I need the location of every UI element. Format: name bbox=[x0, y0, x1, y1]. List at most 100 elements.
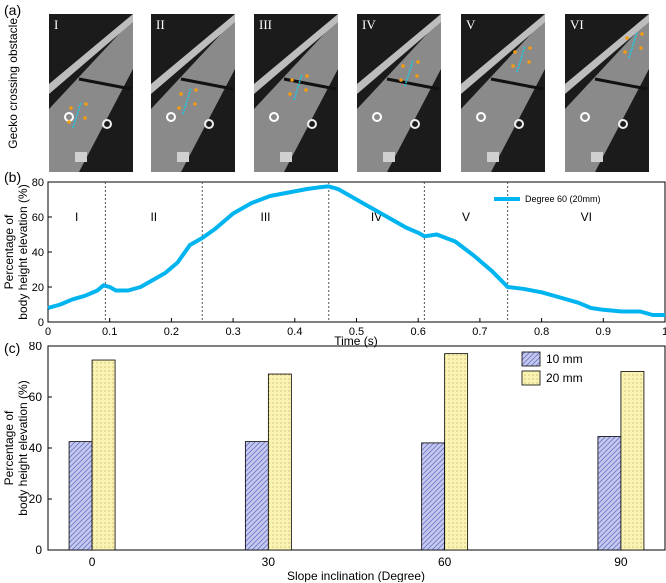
gecko-foot-marker bbox=[640, 32, 644, 36]
x-tick-label: 0.6 bbox=[411, 326, 426, 338]
gecko-foot-marker bbox=[290, 78, 294, 82]
phase-label: III bbox=[260, 210, 270, 224]
slope-surface bbox=[151, 19, 235, 172]
bar-20mm bbox=[444, 353, 469, 551]
gecko-foot-marker bbox=[513, 50, 517, 54]
gecko-spine-trace bbox=[628, 31, 638, 59]
x-tick-label: 0 bbox=[89, 555, 96, 569]
slope-edge bbox=[254, 14, 338, 94]
x-axis-label: Slope inclination (Degree) bbox=[287, 569, 425, 582]
slope-edge bbox=[357, 14, 441, 94]
gecko-foot-marker bbox=[415, 74, 419, 78]
bar-20mm bbox=[267, 373, 292, 551]
gecko-foot-marker bbox=[527, 60, 531, 64]
x-tick-label: 30 bbox=[262, 555, 276, 569]
y-tick-label: 60 bbox=[32, 212, 44, 224]
photo-frame: III bbox=[254, 14, 338, 172]
phase-label: II bbox=[150, 210, 157, 224]
legend-swatch bbox=[521, 370, 541, 386]
panel-a-side-label: Gecko crossing obstacle bbox=[6, 18, 20, 149]
gecko-spine-trace bbox=[404, 59, 414, 87]
marker-ring bbox=[618, 119, 628, 129]
photo-frame: V bbox=[461, 14, 545, 172]
slope-surface bbox=[565, 19, 649, 172]
x-tick-label: 0.1 bbox=[102, 326, 117, 338]
gecko-foot-marker bbox=[194, 88, 198, 92]
legend-label: 10 mm bbox=[546, 352, 583, 366]
gecko-foot-marker bbox=[528, 46, 532, 50]
bar-chart: 0 20 40 60 80 0 30 60 90 10 mm 20 mm Slope inclinat… bbox=[2, 342, 666, 582]
x-tick-label: 0.9 bbox=[596, 326, 611, 338]
panel-c-label: (c) bbox=[4, 340, 21, 356]
slope-surface bbox=[49, 19, 133, 172]
marker-ring bbox=[166, 112, 176, 122]
gecko-foot-marker bbox=[193, 102, 197, 106]
x-tick-label: 90 bbox=[614, 555, 628, 569]
y-tick-label: 40 bbox=[29, 441, 43, 455]
photo-scene bbox=[461, 14, 545, 172]
phase-label: VI bbox=[581, 210, 592, 224]
frame-label: I bbox=[54, 17, 59, 32]
y-axis-label: Percentage ofbody height elevation (%) bbox=[2, 380, 30, 515]
bar-20mm bbox=[620, 371, 645, 551]
x-tick-label: 1 bbox=[662, 326, 666, 338]
photo-scene bbox=[565, 14, 649, 172]
bar-10mm bbox=[597, 436, 622, 551]
x-tick-label: 0.4 bbox=[287, 326, 302, 338]
marker-block bbox=[591, 152, 603, 162]
x-tick-label: 60 bbox=[438, 555, 452, 569]
gecko-foot-marker bbox=[639, 46, 643, 50]
photo-scene bbox=[254, 14, 338, 172]
x-tick-label: 0 bbox=[45, 326, 51, 338]
gecko-foot-marker bbox=[304, 88, 308, 92]
legend-label: Degree 60 (20mm) bbox=[525, 194, 601, 204]
slope-surface bbox=[461, 19, 545, 172]
obstacle-bar bbox=[490, 77, 544, 91]
bar-10mm bbox=[421, 442, 446, 551]
x-tick-label: 0.2 bbox=[164, 326, 179, 338]
gecko-foot-marker bbox=[416, 60, 420, 64]
marker-ring bbox=[307, 119, 317, 129]
marker-block bbox=[177, 152, 189, 162]
gecko-foot-marker bbox=[69, 106, 73, 110]
slope-edge bbox=[461, 14, 545, 94]
photo-scene bbox=[357, 14, 441, 172]
y-tick-label: 60 bbox=[29, 390, 43, 404]
marker-ring bbox=[372, 112, 382, 122]
x-tick-label: 0.7 bbox=[472, 326, 487, 338]
y-tick-label: 0 bbox=[35, 543, 42, 557]
y-axis-label-line: body height elevation (%) bbox=[16, 380, 30, 515]
photo-frame: VI bbox=[565, 14, 649, 172]
marker-ring bbox=[269, 112, 279, 122]
x-tick-label: 0.8 bbox=[534, 326, 549, 338]
obstacle-bar bbox=[594, 77, 648, 91]
x-axis-label: Time (s) bbox=[334, 334, 378, 348]
photo-scene bbox=[151, 14, 235, 172]
frame-label: V bbox=[466, 17, 476, 32]
frame-label: VI bbox=[570, 17, 584, 32]
slope-edge bbox=[151, 14, 235, 94]
gecko-spine-trace bbox=[293, 73, 303, 101]
slope-edge bbox=[565, 14, 649, 94]
x-tick-label: 0.5 bbox=[349, 326, 364, 338]
y-axis-label: Percentage ofbody height elevation (%) bbox=[2, 184, 30, 319]
gecko-spine-trace bbox=[182, 87, 192, 115]
marker-block bbox=[280, 152, 292, 162]
marker-block bbox=[75, 152, 87, 162]
bar-10mm bbox=[68, 441, 93, 551]
bar-20mm bbox=[91, 359, 116, 551]
marker-block bbox=[383, 152, 395, 162]
marker-ring bbox=[580, 112, 590, 122]
panel-a-label: (a) bbox=[4, 2, 22, 18]
y-axis-label-line: body height elevation (%) bbox=[16, 184, 30, 319]
gecko-foot-marker bbox=[305, 74, 309, 78]
y-tick-label: 20 bbox=[29, 492, 43, 506]
gecko-foot-marker bbox=[625, 36, 629, 40]
slope-surface bbox=[357, 19, 441, 172]
y-tick-label: 20 bbox=[32, 282, 44, 294]
legend-swatch bbox=[521, 351, 541, 367]
phase-label: V bbox=[462, 210, 470, 224]
gecko-foot-marker bbox=[84, 102, 88, 106]
series-line bbox=[47, 184, 665, 317]
gecko-spine-trace bbox=[516, 45, 526, 73]
